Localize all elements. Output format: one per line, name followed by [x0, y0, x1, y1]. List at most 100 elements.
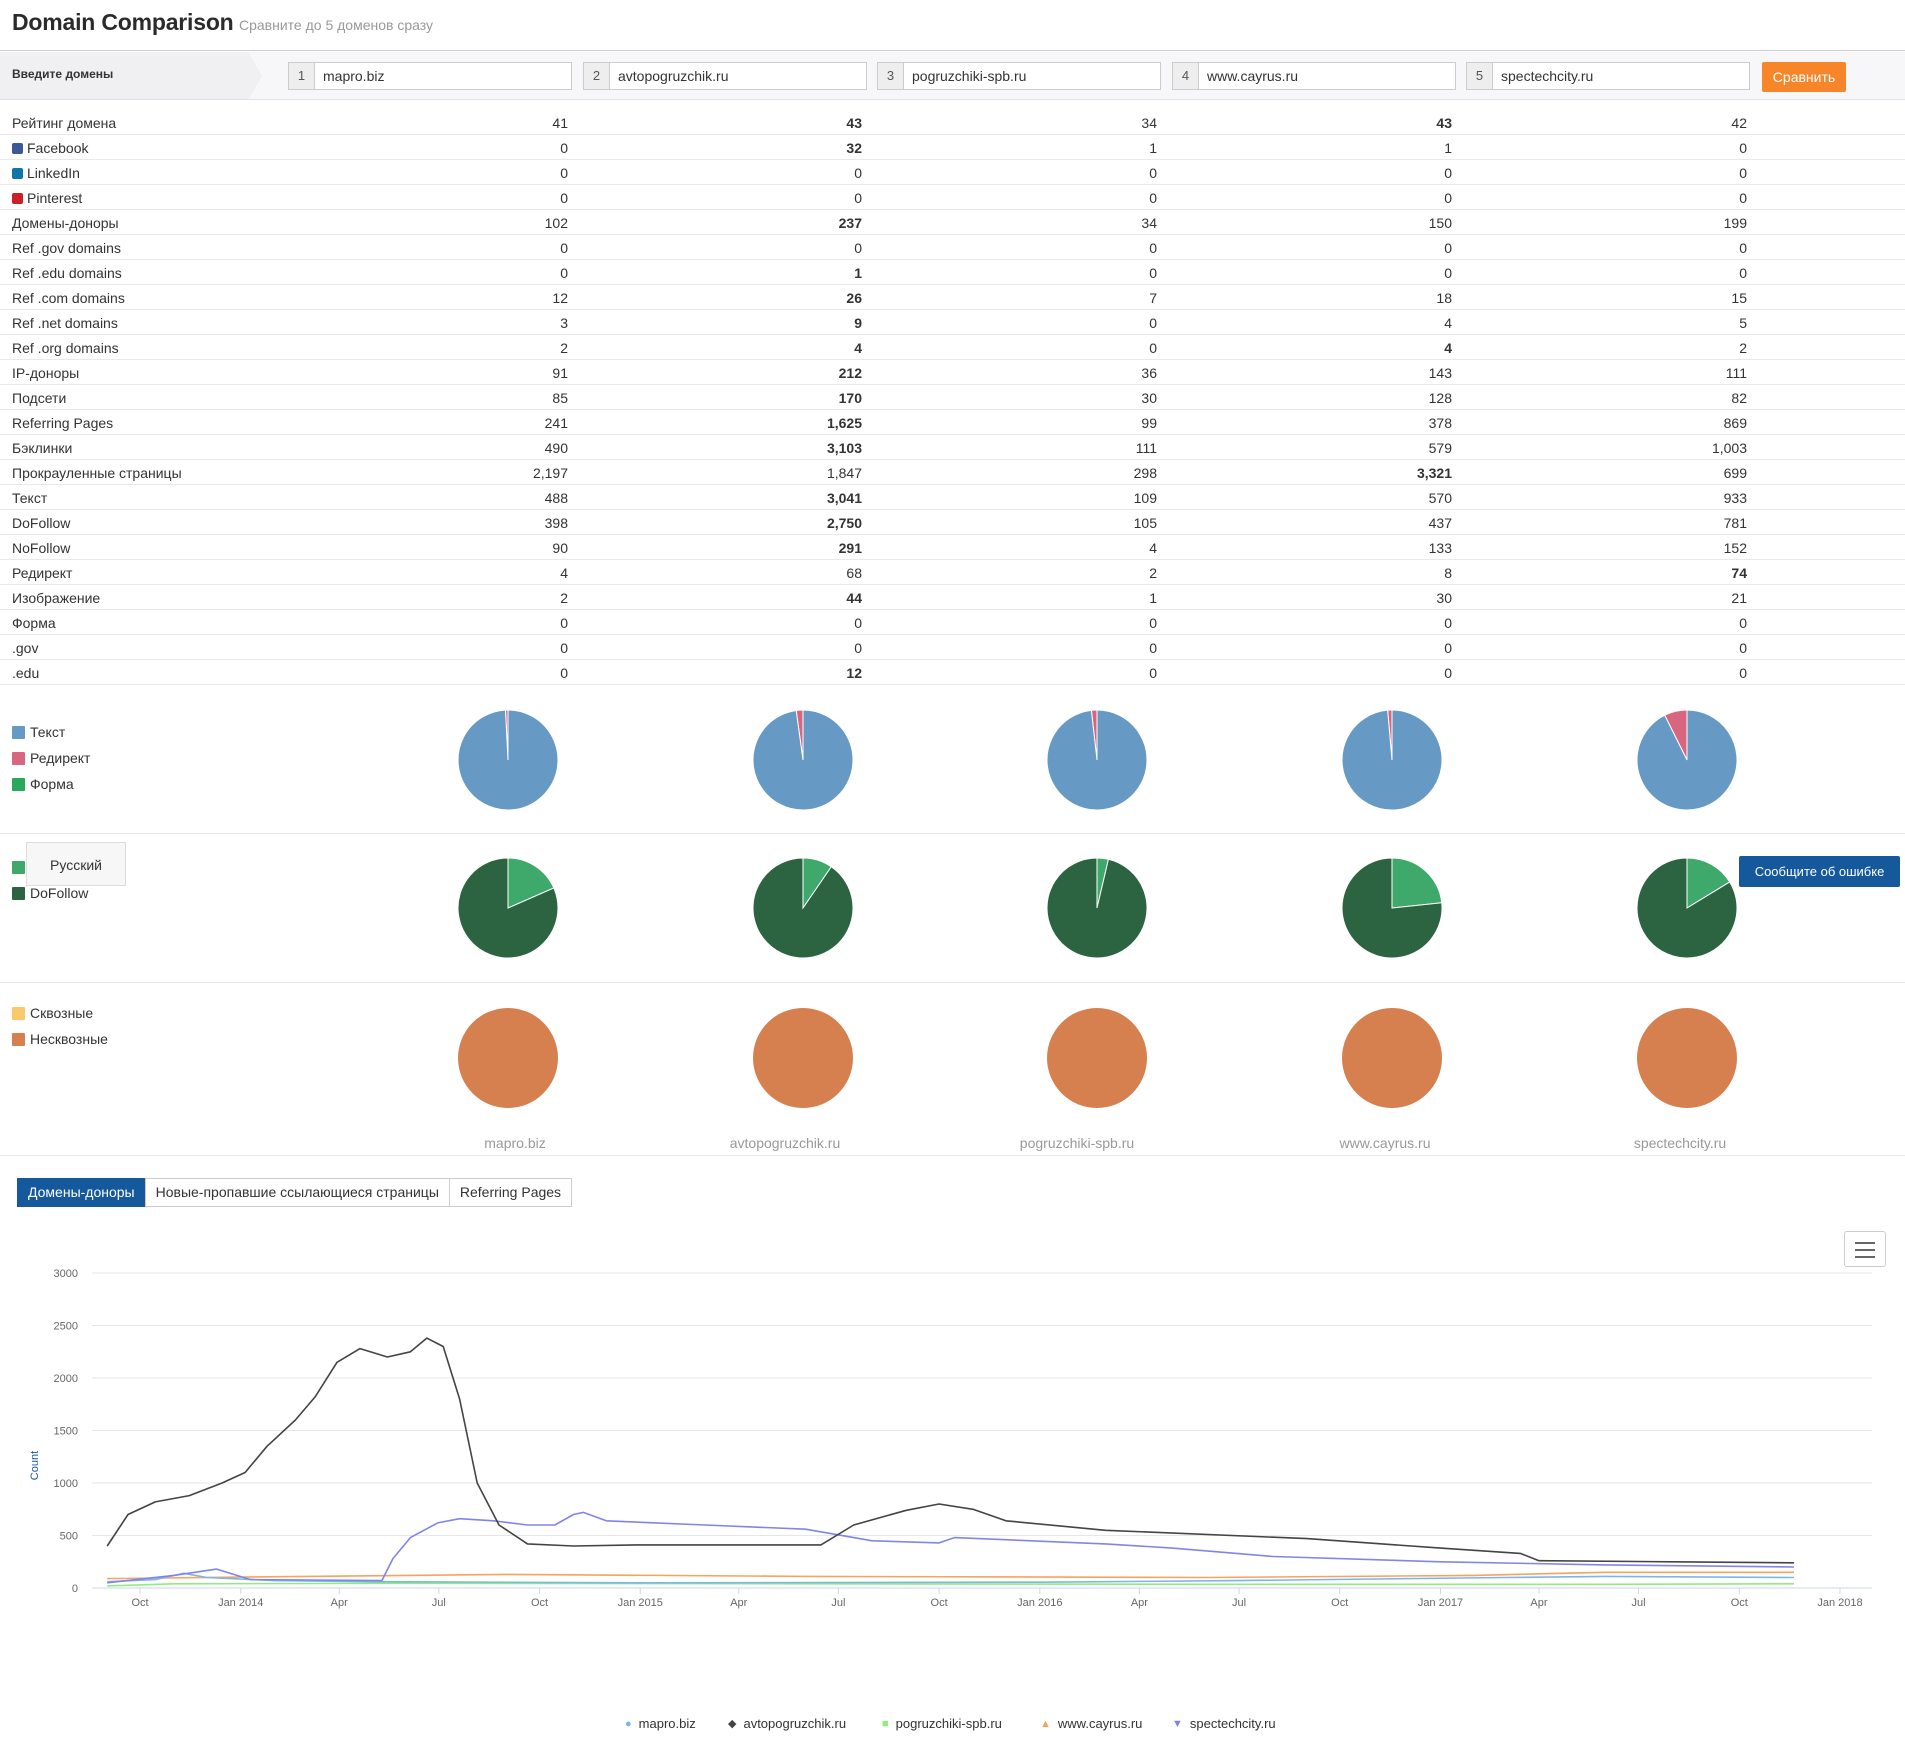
table-cell: 91	[552, 365, 568, 381]
pie-slice[interactable]	[752, 857, 854, 959]
table-cell: 2	[560, 340, 568, 356]
tab-referring-pages[interactable]: Referring Pages	[448, 1178, 573, 1207]
pie-slice[interactable]	[1341, 857, 1443, 959]
table-cell: 1	[1444, 140, 1452, 156]
pie-chart-types	[1636, 709, 1738, 811]
report-error-button[interactable]: Сообщите об ошибке	[1739, 856, 1900, 887]
chart-legend-item[interactable]: ▲ www.cayrus.ru	[1040, 1716, 1142, 1731]
chart-menu-button[interactable]	[1844, 1231, 1886, 1267]
row-label: Ref .org domains	[12, 340, 119, 356]
series-line-spectechcity-ru[interactable]	[107, 1511, 1795, 1584]
table-cell: 0	[1444, 265, 1452, 281]
pie-slice[interactable]	[457, 857, 559, 959]
table-cell: 0	[1149, 165, 1157, 181]
series-line-pogruzchiki-spb-ru[interactable]	[107, 1582, 1795, 1587]
x-tick-label: Apr	[1131, 1597, 1148, 1609]
pie-slice[interactable]	[1686, 857, 1731, 909]
table-cell: 0	[1444, 615, 1452, 631]
row-label-text: Ref .net domains	[12, 315, 118, 331]
table-cell: 30	[1436, 590, 1452, 606]
pie-slice[interactable]	[1391, 857, 1443, 909]
domain-field[interactable]: www.cayrus.ru	[1207, 68, 1299, 84]
pie-slice[interactable]	[1636, 709, 1738, 811]
table-cell: 1	[854, 265, 862, 281]
domain-input-4[interactable]: 4 www.cayrus.ru	[1172, 62, 1456, 90]
table-cell: 34	[1141, 215, 1157, 231]
x-tick-label: Jan 2016	[1017, 1597, 1062, 1609]
series-line-avtopogruzchik-ru[interactable]	[106, 1337, 1795, 1564]
domain-input-5[interactable]: 5 spectechcity.ru	[1466, 62, 1750, 90]
row-label-text: Рейтинг домена	[12, 115, 117, 131]
table-cell: 0	[1739, 190, 1747, 206]
table-cell: 0	[560, 240, 568, 256]
chart-legend-item[interactable]: ■ pogruzchiki-spb.ru	[882, 1716, 1002, 1731]
pinterest-icon	[12, 192, 23, 204]
tab-referring-domains[interactable]: Домены-доноры	[17, 1178, 146, 1207]
table-cell: 12	[552, 290, 568, 306]
domain-field[interactable]: avtopogruzchik.ru	[618, 68, 729, 84]
chart-legend-item[interactable]: ◆ avtopogruzchik.ru	[728, 1716, 846, 1731]
table-row: Форма 0 0 0 0 0	[0, 610, 1905, 635]
table-cell: 3	[560, 315, 568, 331]
legend-item[interactable]: DoFollow	[12, 880, 88, 906]
domain-input-3[interactable]: 3 pogruzchiki-spb.ru	[877, 62, 1161, 90]
chart-legend-item[interactable]: ▼ spectechcity.ru	[1172, 1716, 1276, 1731]
table-cell: 0	[1739, 240, 1747, 256]
domain-input-1[interactable]: 1 mapro.biz	[288, 62, 572, 90]
pie-slice[interactable]	[1046, 709, 1148, 811]
table-cell: 0	[560, 640, 568, 656]
table-cell: 111	[1725, 365, 1747, 381]
pie-slice[interactable]	[1047, 1008, 1147, 1108]
row-label: NoFollow	[12, 540, 70, 556]
pie-slice[interactable]	[507, 857, 555, 909]
pie-chart-types	[1341, 709, 1443, 811]
legend-swatch	[12, 725, 25, 739]
pie-slice[interactable]	[1342, 1008, 1442, 1108]
language-selector[interactable]: Русский	[26, 842, 126, 886]
row-label-text: Прокрауленные страницы	[12, 465, 182, 481]
chart-legend-item[interactable]: ● mapro.biz	[625, 1716, 696, 1731]
pie-chart-follow	[752, 857, 854, 959]
domain-field[interactable]: pogruzchiki-spb.ru	[912, 68, 1027, 84]
legend-item[interactable]: Несквозные	[12, 1026, 108, 1052]
domain-field[interactable]: mapro.biz	[323, 68, 385, 84]
domain-field[interactable]: spectechcity.ru	[1501, 68, 1594, 84]
y-tick-label: 0	[72, 1583, 78, 1595]
legend-item[interactable]: Форма	[12, 771, 90, 797]
table-cell: 34	[1141, 115, 1157, 131]
legend-item[interactable]: Текст	[12, 719, 90, 745]
pie-slice[interactable]	[1636, 857, 1738, 959]
row-label: Referring Pages	[12, 415, 113, 431]
row-label: Рейтинг домена	[12, 115, 116, 131]
table-cell: 85	[552, 390, 568, 406]
row-label-text: Бэклинки	[12, 440, 73, 456]
tab-new-lost-pages[interactable]: Новые-пропавшие ссылающиеся страницы	[144, 1178, 450, 1207]
compare-button[interactable]: Сравнить	[1762, 62, 1846, 92]
table-row: Pinterest 0 0 0 0 0	[0, 185, 1905, 210]
legend-item[interactable]: Сквозные	[12, 1000, 108, 1026]
pie-slice[interactable]	[458, 1008, 558, 1108]
row-label-text: Ref .org domains	[12, 340, 119, 356]
pie-slice[interactable]	[752, 709, 854, 811]
pie-slice[interactable]	[1046, 857, 1148, 959]
legend-item[interactable]: Редирект	[12, 745, 90, 771]
series-line-www-cayrus-ru[interactable]	[107, 1571, 1794, 1580]
series-line-mapro-biz[interactable]	[107, 1572, 1795, 1584]
pie-slice[interactable]	[753, 1008, 853, 1108]
table-cell: 2,750	[826, 515, 862, 531]
row-label: Ref .net domains	[12, 315, 118, 331]
x-tick-label: Jan 2014	[218, 1597, 263, 1609]
pie-slice[interactable]	[457, 709, 559, 811]
table-cell: 26	[846, 290, 862, 306]
domain-input-2[interactable]: 2 avtopogruzchik.ru	[583, 62, 867, 90]
table-cell: 68	[846, 565, 862, 581]
table-cell: 781	[1723, 515, 1747, 531]
table-cell: 298	[1133, 465, 1157, 481]
domain-input-label: Введите домены	[12, 67, 114, 81]
pie-slice[interactable]	[1341, 709, 1443, 811]
table-row: Подсети 85 170 30 128 82	[0, 385, 1905, 410]
row-label-text: Ref .edu domains	[12, 265, 122, 281]
table-cell: 7	[1149, 290, 1157, 306]
pie-slice[interactable]	[1637, 1008, 1737, 1108]
table-cell: 0	[1149, 665, 1157, 681]
